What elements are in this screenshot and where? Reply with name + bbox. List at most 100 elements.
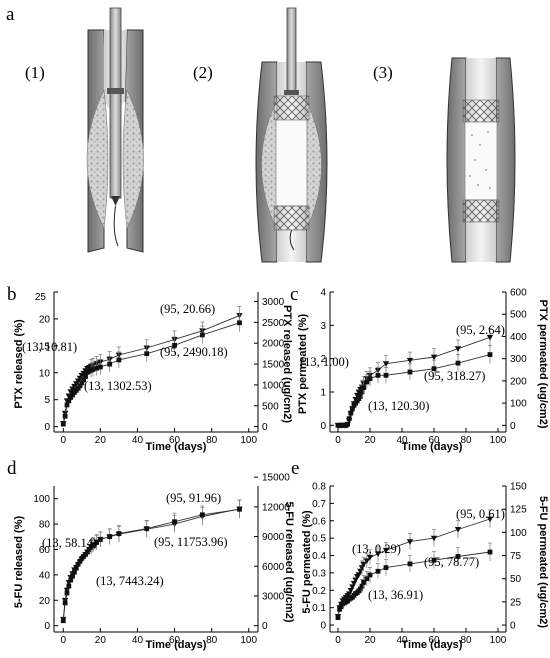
chart-d-y2tick-label: 0 [262,621,268,632]
chart-c-series-2-point [358,394,363,399]
chart-d-series-2-point [144,526,150,532]
chart-e-series-1-point [366,554,374,561]
chart-c-series-2-point [364,379,370,385]
chart-c-xtick-label: 100 [490,435,507,446]
chart-b-annotation-2: (13, 1302.53) [84,379,152,393]
chart-c-series-1-point [454,346,462,352]
chart-e-series-2-point [367,572,373,578]
chart-d-series-2-point [68,577,74,583]
chart-e-xtick-label: 40 [396,635,408,646]
chart-e-series-2-point [383,565,389,570]
chart-e-series-2-point [361,580,366,585]
chart-d-annotation-2: (13, 7443.24) [96,574,164,588]
chart-c-xtick-label: 40 [396,435,408,446]
chart-d-ytick-label: 40 [39,570,51,581]
chart-b-series-2-point [172,342,177,348]
chart-d-series-2-point [90,543,96,548]
chart-d-xtick-label: 80 [206,635,218,646]
chart-d-ytick-label: 20 [39,596,51,607]
chart-e-series-2-point [407,561,413,567]
panel-label-d: d [7,458,17,479]
chart-c-series-2-point [359,389,365,395]
vessel-illustration-1 [86,7,144,253]
chart-e-series-1-point [486,516,494,523]
chart-b-series-2-point [237,320,242,326]
chart-e-ytick-label: 0.5 [312,534,326,545]
chart-b-xtick-label: 100 [240,435,257,446]
chart-c-xtick-label: 60 [428,435,440,446]
chart-c-y2tick-label: 400 [510,332,527,343]
chart-e-xtick-label: 60 [428,635,440,646]
chart-e-annotation-4: (95, 78.77) [424,555,479,569]
chart-d-y2tick-label: 3000 [262,591,285,602]
chart-b-xtick-label: 20 [95,435,107,446]
chart-c-ytick-label: 0 [320,421,326,432]
chart-d-xtick-label: 20 [95,635,107,646]
chart-d-series-2-point [116,531,122,536]
chart-e-ytick-label: 0.4 [312,551,326,562]
chart-c-ytick-label: 2 [320,354,326,365]
chart-c-xtick-label: 0 [335,435,341,446]
chart-e-ytick-label: 0.6 [312,516,326,527]
chart-e-series-1-point [454,527,462,533]
chart-e-series-2-point [375,568,381,574]
chart-d-series-2-point [107,534,113,539]
chart-c-annotation-1: (13, 1.00) [300,355,349,369]
chart-c-series-2-point [383,372,389,378]
chart-d-ytick-label: 0 [44,621,50,632]
vessel-illustration-3 [446,57,516,263]
chart-e-series-1-point [363,558,370,564]
chart-e-ytick-label: 0.1 [312,603,326,614]
chart-b-y2tick-label: 500 [262,401,279,412]
chart-b-series-2-point [60,421,66,427]
chart-e-series-1-point [374,551,382,557]
chart-d-y2tick-label: 9000 [262,532,285,543]
chart-b-series-2-point [64,402,70,408]
chart-b-ytick-label: 10 [39,368,51,379]
chart-d-series-2-point [94,540,100,545]
chart-c-ylabel: PTX permeated (%) [297,314,309,415]
chart-d-marks [60,499,243,624]
chart-d-xtick-label: 0 [60,635,66,646]
chart-e-series-2-point [338,604,344,609]
chart-d-annotation-4: (95, 11753.96) [154,535,228,549]
chart-b-series-2-point [68,395,74,400]
figure-label: a [6,4,15,25]
chart-c-series-2-point [350,406,355,412]
chart-d-series-2-point [64,590,70,596]
chart-b-series-2-point [199,332,205,338]
chart-d-series-2-point [237,506,242,512]
chart-b-series-2-point [97,364,103,370]
chart-d-series-2-point [83,551,88,557]
chart-d-xlabel: Time (days) [146,639,207,651]
chart-c-series-2-point [487,352,493,358]
chart-c-series-2-point [431,366,437,372]
chart-e-series-2-point [359,583,365,589]
chart-b-series-2-point [81,377,87,383]
chart-d-series-2-point [60,618,66,624]
chart-e-ytick-label: 0.2 [312,586,326,597]
chart-c-annotation-4: (95, 318.27) [424,369,485,383]
chart-c-y2tick-label: 300 [510,354,527,365]
chart-c-series-2-point [346,416,352,422]
chart-d-ytick-label: 60 [39,545,51,556]
chart-b-series-2-point [62,413,68,419]
chart-c-xtick-label: 80 [460,435,472,446]
chart-d-series-2-point [66,583,72,589]
chart-e-series-2-point [358,586,363,592]
chart-c-y2tick-label: 100 [510,399,527,410]
chart-d-series-2-point [73,565,79,571]
chart-d-series-2-point [84,549,90,555]
chart-b-y2tick-label: 2500 [262,318,285,329]
chart-e-y2tick-label: 25 [510,597,522,608]
chart-d-xtick-label: 40 [132,635,144,646]
chart-e-xtick-label: 80 [460,635,472,646]
chart-c-annotation-2: (13, 120.30) [368,399,429,413]
chart-c-y2tick-label: 200 [510,376,527,387]
chart-e-annotation-1: (13, 0.29) [352,542,401,556]
chart-b-y2tick-label: 2000 [262,339,285,350]
chart-c-xtick-label: 20 [364,435,376,446]
chart-b-ytick-25: 25 [35,292,47,303]
